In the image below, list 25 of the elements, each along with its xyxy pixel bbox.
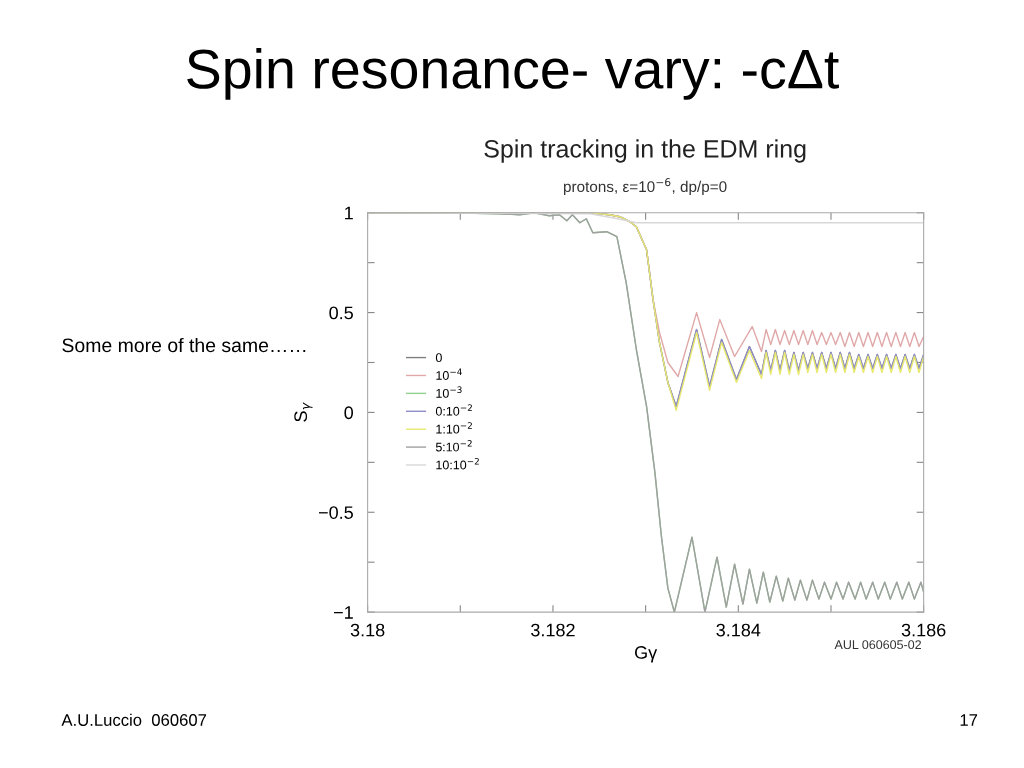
text: AUL 060605-02 xyxy=(834,640,921,650)
chart-title: Spin resonance- vary: -cΔt xyxy=(187,48,839,100)
y-tick-label: 1 xyxy=(345,206,353,220)
x-tick-label: 3.186 xyxy=(901,623,946,637)
y-tick-label: 0.5 xyxy=(329,306,353,320)
y-tick-label: 0 xyxy=(344,406,354,420)
text: 17 xyxy=(960,714,978,726)
x-tick-label: 3.184 xyxy=(716,623,761,637)
text: Some more of the same…… xyxy=(62,337,306,353)
legend-label: 10$^{−4}$ xyxy=(436,368,462,380)
x-tick-label: 3.182 xyxy=(531,623,575,637)
legend-label: 5:10$^{−2}$ xyxy=(435,440,472,452)
legend-label: 0 xyxy=(435,353,442,363)
y-tick-label: −0.5 xyxy=(318,506,353,519)
text: A.U.Luccio 060607 xyxy=(61,713,207,726)
text: protons, ε=10$^{−6}$, dp/p=0 xyxy=(563,178,727,196)
chart-subtitle: Spin tracking in the EDM ring xyxy=(484,139,806,163)
legend-label: 0:10$^{−2}$ xyxy=(435,404,472,416)
x-axis-title: Gγ xyxy=(635,646,658,663)
legend-label: 10:10$^{−2}$ xyxy=(436,457,479,470)
y-axis-title: S$_{γ}$ xyxy=(294,402,313,422)
legend-label: 1:10$^{−2}$ xyxy=(436,422,472,434)
x-tick-label: 3.18 xyxy=(350,623,385,637)
legend-label: 10$^{−3}$ xyxy=(436,386,462,398)
y-tick-label: −1 xyxy=(334,606,353,619)
